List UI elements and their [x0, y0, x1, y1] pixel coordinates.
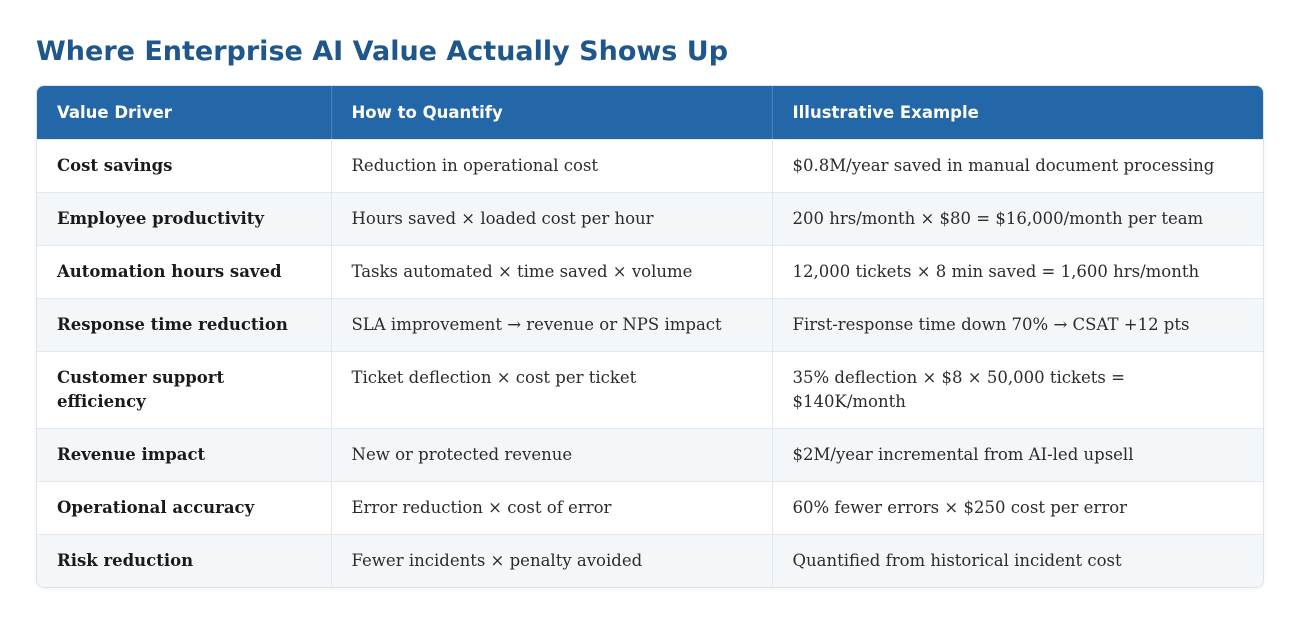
table-row: Risk reduction Fewer incidents × penalty…	[37, 534, 1263, 587]
value-driver-cell: Customer support efficiency	[57, 367, 225, 411]
table-row: Customer support efficiency Ticket defle…	[37, 351, 1263, 428]
example-cell: 60% fewer errors × $250 cost per error	[771, 481, 1263, 534]
value-table-container: Value Driver How to Quantify Illustrativ…	[36, 85, 1264, 588]
page-title: Where Enterprise AI Value Actually Shows…	[36, 36, 729, 67]
quantify-cell: Tasks automated × time saved × volume	[330, 245, 772, 298]
table-row: Employee productivity Hours saved × load…	[37, 192, 1263, 245]
value-driver-cell: Operational accuracy	[57, 497, 255, 517]
example-cell: 200 hrs/month × $80 = $16,000/month per …	[771, 192, 1263, 245]
table-row: Revenue impact New or protected revenue …	[37, 428, 1263, 481]
value-driver-cell: Cost savings	[57, 155, 173, 175]
column-header-value-driver: Value Driver	[57, 102, 172, 122]
column-header-how-to-quantify: How to Quantify	[330, 86, 772, 139]
table-row: Automation hours saved Tasks automated ×…	[37, 245, 1263, 298]
value-driver-cell: Response time reduction	[57, 314, 288, 334]
value-driver-cell: Risk reduction	[57, 550, 194, 570]
example-cell: 12,000 tickets × 8 min saved = 1,600 hrs…	[771, 245, 1263, 298]
quantify-cell: Error reduction × cost of error	[330, 481, 772, 534]
column-header-illustrative-example: Illustrative Example	[771, 86, 1263, 139]
example-cell: First-response time down 70% → CSAT +12 …	[771, 298, 1263, 351]
table-row: Response time reduction SLA improvement …	[37, 298, 1263, 351]
page: Where Enterprise AI Value Actually Shows…	[36, 36, 1264, 588]
quantify-cell: Ticket deflection × cost per ticket	[330, 351, 772, 428]
quantify-cell: New or protected revenue	[330, 428, 772, 481]
quantify-cell: Fewer incidents × penalty avoided	[330, 534, 772, 587]
value-driver-cell: Automation hours saved	[57, 261, 282, 281]
quantify-cell: Reduction in operational cost	[330, 139, 772, 192]
table-header-row: Value Driver How to Quantify Illustrativ…	[37, 86, 1263, 139]
value-driver-cell: Employee productivity	[57, 208, 264, 228]
value-table: Value Driver How to Quantify Illustrativ…	[37, 86, 1263, 587]
example-cell: 35% deflection × $8 × 50,000 tickets = $…	[771, 351, 1263, 428]
example-cell: $2M/year incremental from AI-led upsell	[771, 428, 1263, 481]
table-row: Operational accuracy Error reduction × c…	[37, 481, 1263, 534]
quantify-cell: SLA improvement → revenue or NPS impact	[330, 298, 772, 351]
table-row: Cost savings Reduction in operational co…	[37, 139, 1263, 192]
quantify-cell: Hours saved × loaded cost per hour	[330, 192, 772, 245]
example-cell: Quantified from historical incident cost	[771, 534, 1263, 587]
value-driver-cell: Revenue impact	[57, 444, 206, 464]
example-cell: $0.8M/year saved in manual document proc…	[771, 139, 1263, 192]
